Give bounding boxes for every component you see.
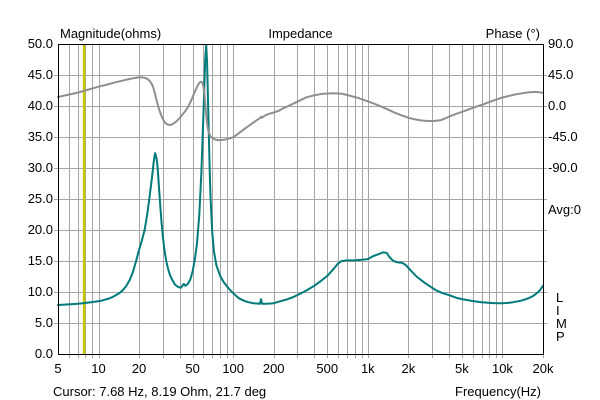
right-axis-title: Phase (°)	[485, 26, 540, 41]
x-axis-title: Frequency(Hz)	[455, 384, 541, 399]
left-axis-tick-label: 5.0	[34, 315, 53, 330]
left-axis-title: Magnitude(ohms)	[60, 26, 162, 41]
left-axis-tick-label: 35.0	[27, 129, 53, 144]
cursor-readout: Cursor: 7.68 Hz, 8.19 Ohm, 21.7 deg	[53, 384, 267, 399]
left-axis-tick-label: 15.0	[27, 253, 53, 268]
left-axis-tick-label: 30.0	[27, 160, 53, 175]
right-axis-tick-label: -90.0	[548, 160, 578, 175]
left-axis-tick-label: 25.0	[27, 191, 53, 206]
x-axis-tick-label: 50	[185, 361, 200, 376]
limp-logo: L I M P	[556, 290, 567, 344]
left-axis-tick-label: 20.0	[27, 222, 53, 237]
left-axis-tick-label: 45.0	[27, 67, 53, 82]
x-axis-tick-label: 5k	[455, 361, 469, 376]
left-axis-tick-label: 0.0	[34, 346, 53, 361]
right-axis-tick-label: 90.0	[548, 36, 574, 51]
x-axis-tick-label: 20k	[532, 361, 554, 376]
x-axis-tick-label: 200	[262, 361, 285, 376]
right-axis-tick-label: 45.0	[548, 67, 574, 82]
x-axis-tick-label: 10k	[491, 361, 513, 376]
left-axis-tick-label: 10.0	[27, 284, 53, 299]
right-axis-tick-label: 0.0	[548, 98, 567, 113]
x-axis-tick-label: 2k	[401, 361, 416, 376]
left-axis-tick-label: 40.0	[27, 98, 53, 113]
impedance-magnitude-curve	[57, 44, 544, 306]
right-axis-tick-label: -45.0	[548, 129, 578, 144]
x-axis-tick-label: 100	[222, 361, 245, 376]
chart-title: Impedance	[268, 26, 333, 41]
plot-border	[58, 44, 544, 355]
x-axis-tick-label: 20	[131, 361, 147, 376]
x-axis-tick-label: 500	[316, 361, 339, 376]
x-axis-tick-label: 10	[91, 361, 106, 376]
x-axis-tick-label: 5	[54, 361, 62, 376]
x-axis-tick-label: 1k	[360, 361, 375, 376]
left-axis-tick-label: 50.0	[27, 36, 53, 51]
phase-average-label: Avg:0	[548, 202, 582, 217]
phase-curve	[57, 76, 544, 142]
